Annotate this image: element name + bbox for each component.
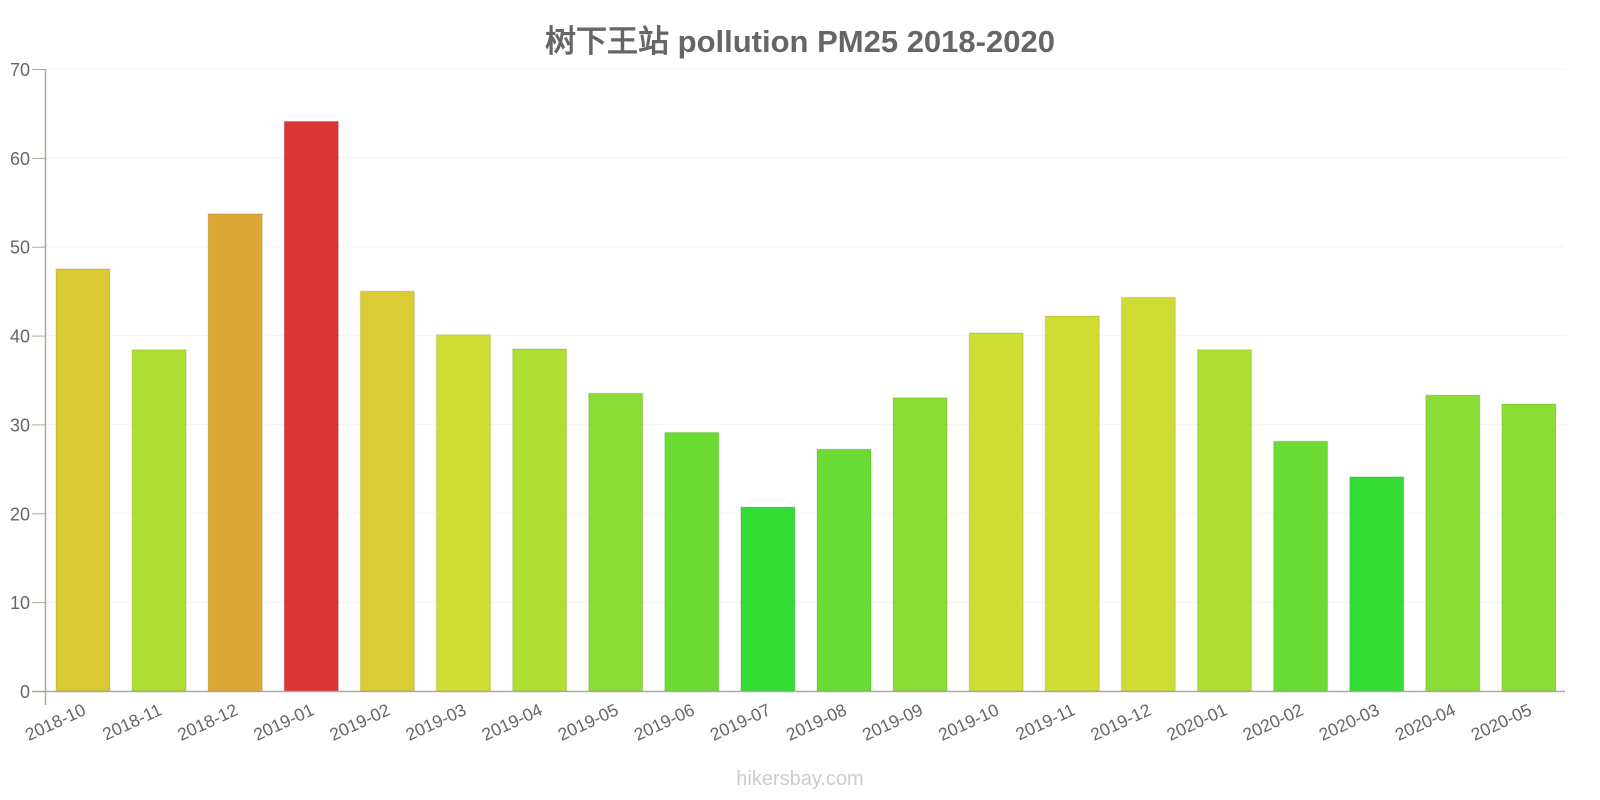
x-tick-label: 2019-06 xyxy=(631,699,698,744)
bar-2020-05[interactable] xyxy=(1501,403,1557,692)
x-tick-label: 2018-11 xyxy=(99,699,164,744)
bar-2020-02[interactable] xyxy=(1272,440,1329,692)
y-tick-label: 20 xyxy=(10,504,30,524)
bar-2019-07[interactable] xyxy=(740,506,796,692)
bar-2018-11[interactable] xyxy=(131,349,187,692)
x-tick-label: 2020-02 xyxy=(1240,699,1307,744)
bar-2020-04[interactable] xyxy=(1425,394,1481,692)
x-tick-label: 2019-11 xyxy=(1012,699,1077,744)
y-tick-label: 30 xyxy=(10,415,30,435)
y-axis-ticks: 0 10 20 30 40 50 60 70 xyxy=(10,60,46,702)
bar-2019-06[interactable] xyxy=(664,431,720,692)
x-tick-label: 2018-12 xyxy=(174,699,241,744)
bar-2019-11[interactable] xyxy=(1044,315,1101,692)
bar-2019-10[interactable] xyxy=(968,332,1024,692)
bar-2019-02[interactable] xyxy=(359,290,416,692)
y-tick-label: 0 xyxy=(20,682,30,702)
x-tick-label: 2019-03 xyxy=(403,699,470,744)
chart-title: 树下王站 pollution PM25 2018-2020 xyxy=(545,24,1055,59)
x-tick-label: 2020-05 xyxy=(1468,699,1535,744)
y-tick-label: 70 xyxy=(10,60,30,80)
x-tick-label: 2019-12 xyxy=(1087,699,1154,744)
bar-2019-09[interactable] xyxy=(892,397,948,692)
x-tick-label: 2019-04 xyxy=(479,699,546,744)
y-tick-label: 10 xyxy=(10,593,30,613)
x-tick-label: 2019-05 xyxy=(555,699,622,744)
y-tick-label: 60 xyxy=(10,149,30,169)
x-tick-label: 2019-08 xyxy=(783,699,850,744)
x-axis-ticks: 2018-10 2018-11 2018-12 2019-01 2019-02 2019-… xyxy=(22,699,1535,744)
y-tick-label: 40 xyxy=(10,327,30,347)
bar-2019-12[interactable] xyxy=(1120,296,1177,692)
x-tick-label: 2019-10 xyxy=(935,699,1002,744)
gridlines xyxy=(46,68,1565,603)
x-tick-label: 2018-10 xyxy=(22,699,89,744)
x-tick-label: 2019-02 xyxy=(326,699,393,744)
bar-2018-12[interactable] xyxy=(207,213,263,692)
axes xyxy=(32,69,1565,705)
x-tick-label: 2019-01 xyxy=(250,699,317,744)
bar-2019-01[interactable] xyxy=(283,120,340,692)
bars xyxy=(55,120,1557,692)
bar-2019-03[interactable] xyxy=(435,333,492,692)
bar-2019-04[interactable] xyxy=(511,348,568,692)
bar-2019-05[interactable] xyxy=(587,392,644,692)
bar-2020-03[interactable] xyxy=(1348,476,1405,692)
bar-2020-01[interactable] xyxy=(1196,349,1253,692)
x-tick-label: 2020-03 xyxy=(1316,699,1383,744)
bar-2018-10[interactable] xyxy=(55,268,111,692)
y-tick-label: 50 xyxy=(10,238,30,258)
x-tick-label: 2020-01 xyxy=(1164,699,1231,744)
x-tick-label: 2019-07 xyxy=(707,699,774,744)
bar-2019-08[interactable] xyxy=(816,448,872,692)
x-tick-label: 2020-04 xyxy=(1392,699,1459,744)
x-tick-label: 2019-09 xyxy=(859,699,926,744)
watermark: hikersbay.com xyxy=(736,768,864,790)
